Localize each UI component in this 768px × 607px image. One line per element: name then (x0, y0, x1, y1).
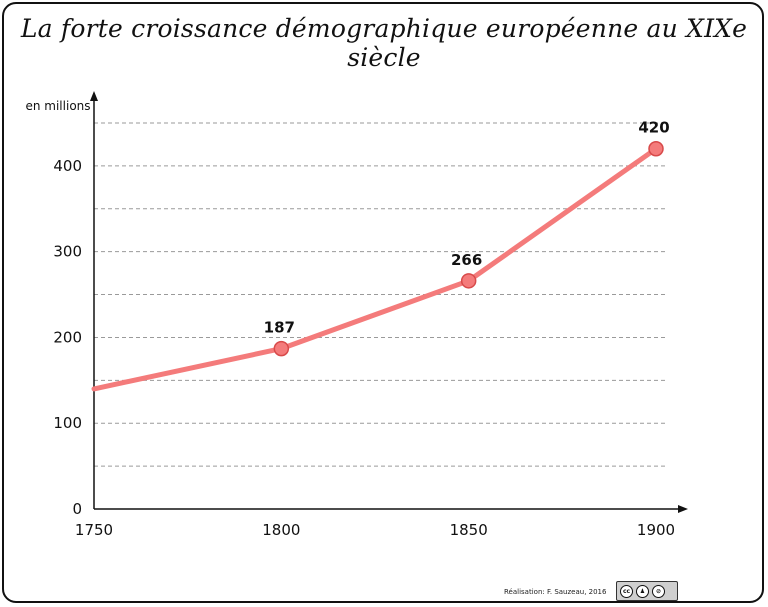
y-tick-label-0: 0 (72, 500, 82, 518)
x-axis-arrow-icon (678, 505, 688, 513)
data-point-1850 (460, 273, 477, 289)
data-point-1900 (648, 140, 664, 157)
by-icon: ♟ (636, 584, 649, 598)
y-tick-label-100: 100 (53, 414, 82, 432)
nc-icon: ⊘ (652, 584, 665, 598)
y-tick-label-300: 300 (53, 243, 82, 261)
y-tick-label-200: 200 (53, 328, 82, 346)
y-axis-label: en millions (25, 99, 90, 113)
credit-text: Réalisation: F. Sauzeau, 2016 (504, 588, 607, 596)
chart-title: La forte croissance démographique europé… (20, 14, 748, 72)
y-tick-label-400: 400 (53, 157, 82, 175)
x-tick-label-1750: 1750 (75, 521, 113, 539)
cc-icon: cc (620, 584, 633, 598)
data-label-1850: 266 (451, 251, 482, 269)
x-tick-label-1800: 1800 (262, 521, 300, 539)
data-label-1900: 420 (638, 119, 669, 137)
license-badge: cc ♟ ⊘ (616, 581, 678, 601)
x-tick-label-1900: 1900 (637, 521, 675, 539)
series-line (91, 146, 659, 392)
x-tick-label-1850: 1850 (450, 521, 488, 539)
data-label-1800: 187 (264, 319, 295, 337)
y-axis-arrow-icon (90, 91, 98, 101)
data-point-1800 (273, 340, 290, 357)
